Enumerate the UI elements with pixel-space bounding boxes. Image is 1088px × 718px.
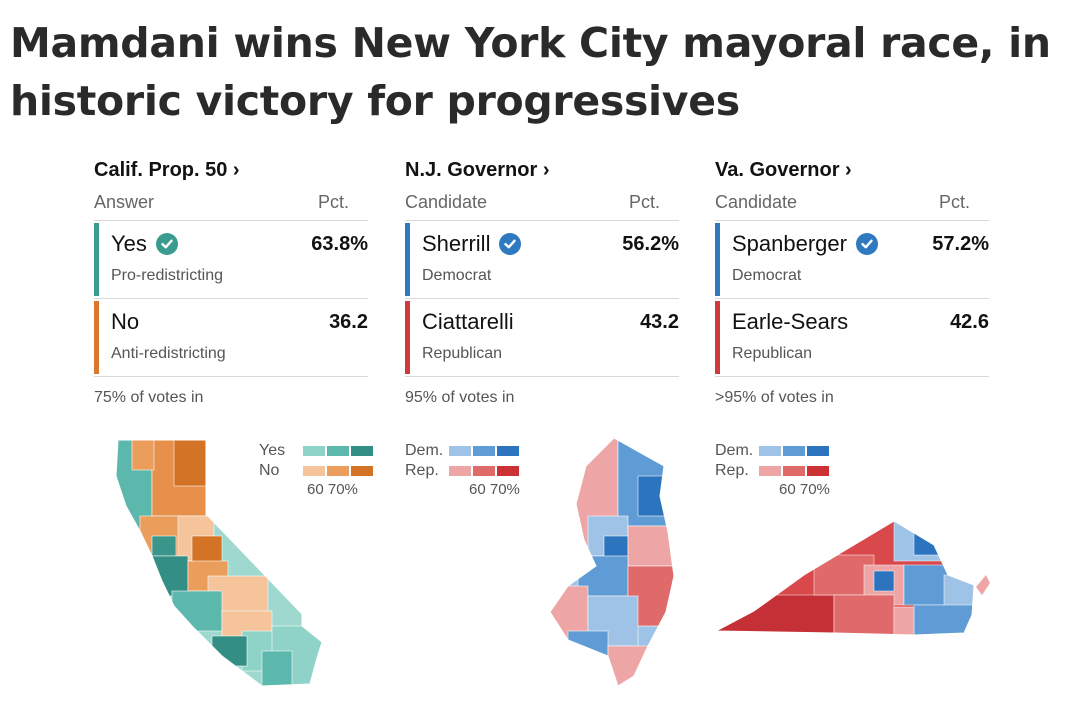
column-header: Candidate Pct. (405, 184, 679, 221)
candidate-name: No (111, 309, 140, 334)
legend-swatch (497, 466, 519, 476)
candidate-name: Yes (111, 231, 147, 256)
candidate-name: Earle-Sears (732, 309, 849, 334)
column-pct: Pct. (628, 192, 660, 212)
candidate-party: Republican (422, 345, 503, 362)
result-row-spanberger: Spanberger Democrat 57.2% (715, 221, 989, 299)
color-bar (94, 301, 99, 374)
vote-pct: 63.8% (311, 233, 368, 255)
candidate-name: Spanberger (732, 231, 847, 256)
checkmark-circle-icon (855, 233, 878, 255)
map-legend-ca: Yes No 60 70% (259, 441, 375, 498)
votes-in: 75% of votes in (94, 389, 204, 406)
vote-pct: 36.2 (329, 311, 368, 333)
color-bar (94, 223, 99, 296)
vote-pct: 43.2 (640, 311, 679, 333)
color-bar (405, 223, 410, 296)
race-card-nj: N.J. Governor › Candidate Pct. Sherrill … (405, 156, 679, 407)
column-answer: Answer (94, 192, 155, 212)
checkmark-circle-icon (155, 233, 178, 255)
result-row-ciattarelli: Ciattarelli Republican 43.2 (405, 299, 679, 377)
virginia-county-map (715, 520, 990, 636)
legend-swatch (327, 446, 349, 456)
race-title-link[interactable]: Calif. Prop. 50 › (94, 159, 240, 181)
result-row-sherrill: Sherrill Democrat 56.2% (405, 221, 679, 299)
race-title-link[interactable]: Va. Governor › (715, 159, 852, 181)
candidate-party: Republican (732, 345, 813, 362)
race-card-va: Va. Governor › Candidate Pct. Spanberger… (715, 156, 989, 407)
new-jersey-county-map (549, 437, 675, 687)
color-bar (715, 223, 720, 296)
column-header: Candidate Pct. (715, 184, 989, 221)
candidate-party: Democrat (732, 267, 802, 284)
map-legend-nj: Dem. Rep. 60 70% (405, 441, 521, 498)
legend-swatch (497, 446, 519, 456)
legend-swatch (449, 466, 471, 476)
vote-pct: 42.6 (950, 311, 989, 333)
race-title-link[interactable]: N.J. Governor › (405, 159, 550, 181)
result-row-earle-sears: Earle-Sears Republican 42.6 (715, 299, 989, 377)
legend-swatch (351, 446, 373, 456)
color-bar (405, 301, 410, 374)
legend-label-dem: Dem. (715, 442, 754, 459)
legend-swatch (303, 466, 325, 476)
legend-swatch (473, 466, 495, 476)
column-candidate: Candidate (405, 192, 488, 212)
legend-swatch (759, 466, 781, 476)
legend-swatch (807, 466, 829, 476)
result-row-no: No Anti-redistricting 36.2 (94, 299, 368, 377)
legend-swatch (783, 446, 805, 456)
race-card-ca: Calif. Prop. 50 › Answer Pct. Yes Pro-re… (94, 156, 368, 407)
answer-description: Pro-redistricting (111, 267, 224, 284)
legend-swatch (327, 466, 349, 476)
candidate-name: Ciattarelli (422, 309, 514, 334)
california-county-map (115, 439, 323, 687)
candidate-name: Sherrill (422, 231, 491, 256)
vote-pct: 56.2% (622, 233, 679, 255)
legend-swatch (783, 466, 805, 476)
map-legend-va: Dem. Rep. 60 70% (715, 441, 831, 498)
column-header: Answer Pct. (94, 184, 368, 221)
legend-swatch (351, 466, 373, 476)
legend-swatch (807, 446, 829, 456)
answer-description: Anti-redistricting (111, 345, 226, 362)
color-bar (715, 301, 720, 374)
legend-swatch (473, 446, 495, 456)
legend-scale: 60 70% (779, 481, 830, 498)
legend-swatch (449, 446, 471, 456)
legend-label-rep: Rep. (715, 462, 749, 479)
eastern-shore (976, 575, 990, 595)
votes-in: >95% of votes in (715, 389, 834, 406)
legend-label-yes: Yes (259, 442, 286, 459)
legend-swatch (759, 446, 781, 456)
checkmark-circle-icon (499, 233, 522, 255)
column-pct: Pct. (938, 192, 970, 212)
column-pct: Pct. (317, 192, 349, 212)
legend-scale: 60 70% (469, 481, 520, 498)
vote-pct: 57.2% (932, 233, 989, 255)
legend-label-rep: Rep. (405, 462, 439, 479)
votes-in: 95% of votes in (405, 389, 515, 406)
headline: Mamdani wins New York City mayoral race,… (10, 19, 1051, 125)
candidate-party: Democrat (422, 267, 492, 284)
legend-label-dem: Dem. (405, 442, 444, 459)
legend-scale: 60 70% (307, 481, 358, 498)
legend-label-no: No (259, 462, 280, 479)
legend-swatch (303, 446, 325, 456)
column-candidate: Candidate (715, 192, 798, 212)
result-row-yes: Yes Pro-redistricting 63.8% (94, 221, 368, 299)
